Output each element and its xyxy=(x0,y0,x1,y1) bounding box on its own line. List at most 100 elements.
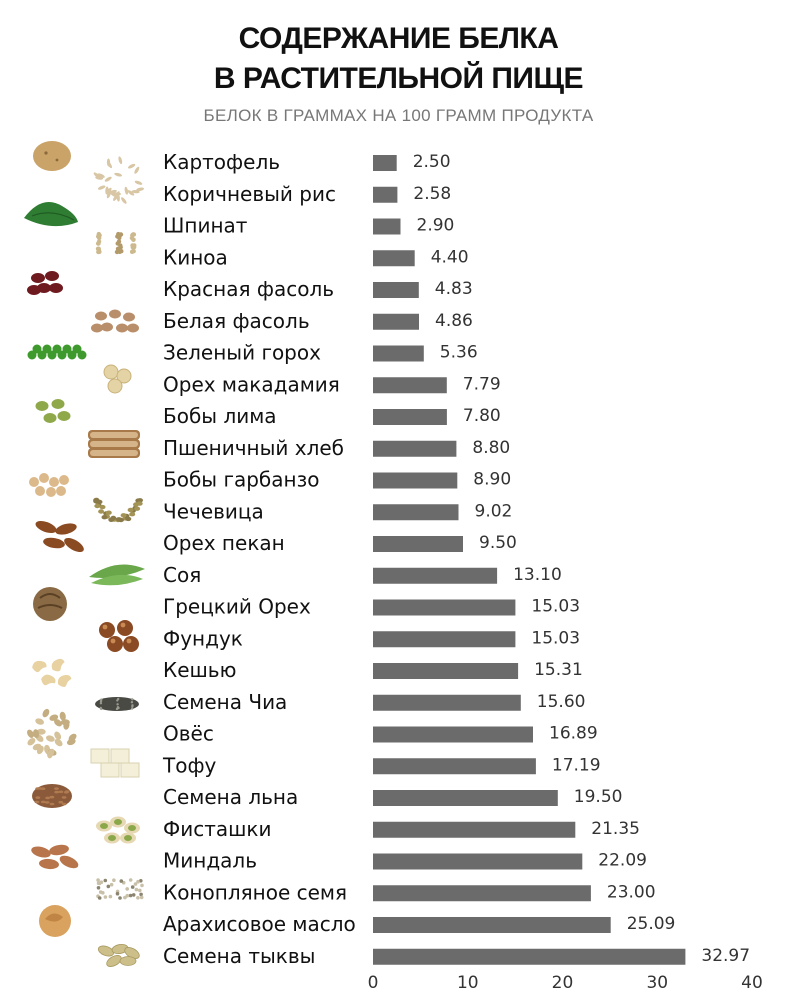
bar-row-3: Шпинат 2.90 xyxy=(163,214,454,238)
flax-seed-icon xyxy=(32,784,72,808)
bar-row-23: Миндаль 22.09 xyxy=(163,849,647,873)
bar-row-9: Бобы лима 7.80 xyxy=(163,404,501,428)
pistachio-icon xyxy=(96,816,140,844)
category-label: Зеленый горох xyxy=(163,341,321,365)
value-label: 8.80 xyxy=(472,438,510,458)
food-illustrations xyxy=(24,141,145,967)
chart-rows: Картофель 2.50 Коричневый рис 2.58 Шпинат 2.9… xyxy=(162,150,750,968)
category-label: Бобы лима xyxy=(163,404,277,428)
value-label: 32.97 xyxy=(701,946,750,966)
category-label: Орех пекан xyxy=(163,531,285,555)
bar-row-25: Арахисовое масло 25.09 xyxy=(163,912,675,936)
value-label: 9.50 xyxy=(479,533,517,553)
category-label: Белая фасоль xyxy=(163,309,310,333)
white-bean-icon xyxy=(91,309,139,333)
bar xyxy=(373,282,419,298)
lima-bean-icon xyxy=(35,399,71,423)
bar xyxy=(373,536,463,552)
hemp-seed-icon xyxy=(96,878,144,900)
value-label: 21.35 xyxy=(591,819,640,839)
green-pea-icon xyxy=(27,344,87,360)
bar xyxy=(373,409,447,425)
value-label: 23.00 xyxy=(607,882,656,902)
x-tick-label: 30 xyxy=(646,973,668,993)
bar-row-18: Семена Чиа 15.60 xyxy=(163,690,585,714)
bar-row-4: Киноа 4.40 xyxy=(163,245,469,269)
bar xyxy=(373,599,516,616)
bar xyxy=(373,504,459,521)
value-label: 16.89 xyxy=(549,724,598,744)
bar xyxy=(373,186,398,203)
hazelnut-icon xyxy=(99,620,139,652)
bar-row-8: Орех макадамия 7.79 xyxy=(163,372,501,396)
category-label: Фундук xyxy=(163,626,243,650)
chart-title-line-1: СОДЕРЖАНИЕ БЕЛКА xyxy=(238,22,559,55)
category-label: Киноа xyxy=(163,245,228,269)
potato-icon xyxy=(33,141,71,171)
chart-subtitle: БЕЛОК В ГРАММАХ НА 100 ГРАММ ПРОДУКТА xyxy=(203,106,594,125)
chia-seed-icon xyxy=(95,697,139,711)
category-label: Грецкий Орех xyxy=(163,595,311,619)
bar xyxy=(373,250,415,267)
brown-rice-icon xyxy=(93,156,145,204)
value-label: 2.50 xyxy=(413,152,451,172)
value-label: 2.58 xyxy=(413,184,451,204)
category-label: Пшеничный хлеб xyxy=(163,436,344,460)
bar-row-19: Овёс 16.89 xyxy=(163,722,598,746)
pumpkin-seed-icon xyxy=(97,943,140,967)
bar xyxy=(373,313,419,330)
bar-row-20: Тофу 17.19 xyxy=(162,753,601,777)
oat-icon xyxy=(27,708,77,759)
bar xyxy=(373,821,576,838)
category-label: Конопляное семя xyxy=(163,880,347,904)
bar-row-21: Семена льна 19.50 xyxy=(163,785,622,809)
x-tick-label: 0 xyxy=(368,973,379,993)
bar xyxy=(373,440,457,457)
soybean-icon xyxy=(89,564,145,586)
category-label: Миндаль xyxy=(163,849,257,873)
bar xyxy=(373,885,591,902)
bar xyxy=(373,567,498,584)
value-label: 7.79 xyxy=(463,374,501,394)
value-label: 22.09 xyxy=(598,851,647,871)
tofu-icon xyxy=(90,748,140,778)
bar-row-15: Грецкий Орех 15.03 xyxy=(163,595,580,619)
chickpea-icon xyxy=(29,473,69,497)
category-label: Кешью xyxy=(163,658,236,682)
bar-row-26: Семена тыквы 32.97 xyxy=(163,944,750,968)
value-label: 17.19 xyxy=(552,755,601,775)
category-label: Тофу xyxy=(162,753,217,777)
bar xyxy=(373,694,521,711)
peanut-butter-icon xyxy=(39,905,71,937)
bar-row-1: Картофель 2.50 xyxy=(163,150,451,174)
cashew-icon xyxy=(32,658,72,687)
bar xyxy=(373,155,397,171)
category-label: Бобы гарбанзо xyxy=(163,468,319,492)
spinach-icon xyxy=(24,202,78,227)
bar-row-11: Бобы гарбанзо 8.90 xyxy=(163,468,511,492)
category-label: Семена льна xyxy=(163,785,298,809)
category-label: Соя xyxy=(163,563,201,587)
bar-row-16: Фундук 15.03 xyxy=(163,626,580,650)
value-label: 9.02 xyxy=(475,501,513,521)
macadamia-icon xyxy=(103,364,132,394)
category-label: Шпинат xyxy=(163,214,248,238)
bar xyxy=(373,917,611,933)
bar xyxy=(373,853,583,870)
value-label: 8.90 xyxy=(473,470,511,490)
bar xyxy=(373,345,424,362)
bar xyxy=(373,758,536,775)
value-label: 5.36 xyxy=(440,343,478,363)
bar xyxy=(373,472,458,489)
bar-row-22: Фисташки 21.35 xyxy=(163,817,640,841)
bar xyxy=(373,218,401,235)
category-label: Арахисовое масло xyxy=(163,912,356,936)
bar-row-17: Кешью 15.31 xyxy=(163,658,583,682)
x-tick-label: 20 xyxy=(552,973,574,993)
bar-row-5: Красная фасоль 4.83 xyxy=(163,277,473,301)
category-label: Картофель xyxy=(163,150,280,174)
bar xyxy=(373,726,533,743)
lentil-icon xyxy=(93,497,143,523)
chart-title-line-2: В РАСТИТЕЛЬНОЙ ПИЩЕ xyxy=(213,62,584,95)
